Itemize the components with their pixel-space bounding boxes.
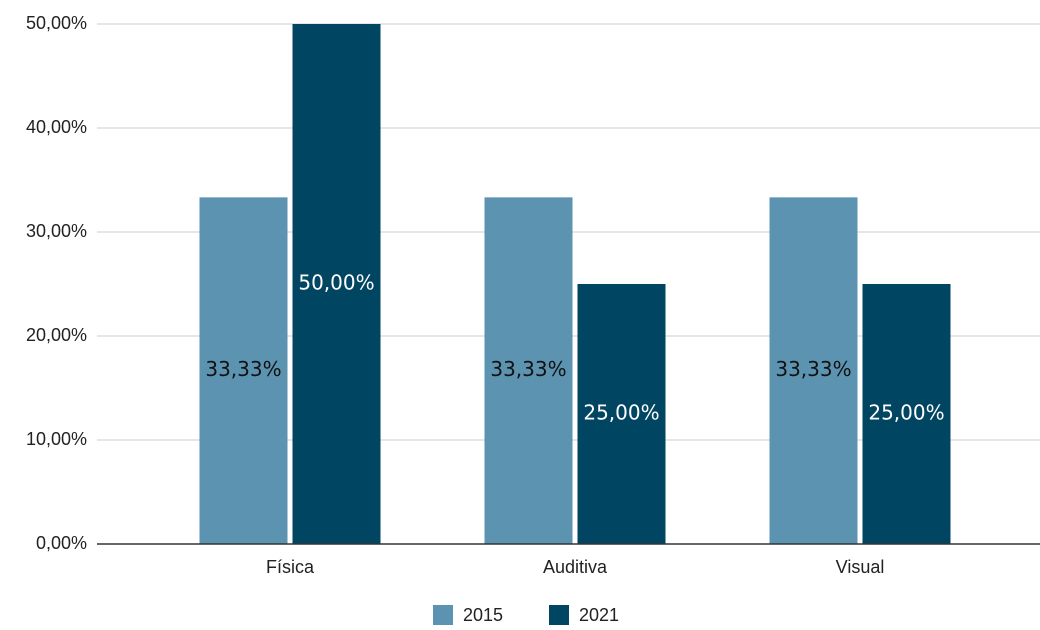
y-tick-label: 40,00% bbox=[26, 117, 87, 137]
y-tick-label: 30,00% bbox=[26, 221, 87, 241]
value-label: 33,33% bbox=[775, 357, 851, 381]
x-tick-label: Auditiva bbox=[543, 557, 608, 577]
value-label: 50,00% bbox=[298, 271, 374, 295]
y-tick-label: 10,00% bbox=[26, 429, 87, 449]
bar bbox=[862, 284, 951, 544]
bar bbox=[199, 197, 288, 545]
y-tick-label: 20,00% bbox=[26, 325, 87, 345]
value-label: 33,33% bbox=[490, 357, 566, 381]
y-tick-label: 0,00% bbox=[36, 533, 87, 553]
bar bbox=[292, 24, 381, 544]
bar bbox=[484, 197, 573, 545]
bar bbox=[577, 284, 666, 544]
x-tick-label: Visual bbox=[836, 557, 885, 577]
legend-label: 2015 bbox=[463, 605, 503, 625]
value-label: 25,00% bbox=[868, 401, 944, 425]
legend-swatch bbox=[549, 605, 569, 625]
bar bbox=[769, 197, 858, 545]
legend-swatch bbox=[433, 605, 453, 625]
x-tick-label: Física bbox=[266, 557, 315, 577]
value-label: 25,00% bbox=[583, 401, 659, 425]
value-label: 33,33% bbox=[205, 357, 281, 381]
legend-label: 2021 bbox=[579, 605, 619, 625]
y-tick-label: 50,00% bbox=[26, 13, 87, 33]
